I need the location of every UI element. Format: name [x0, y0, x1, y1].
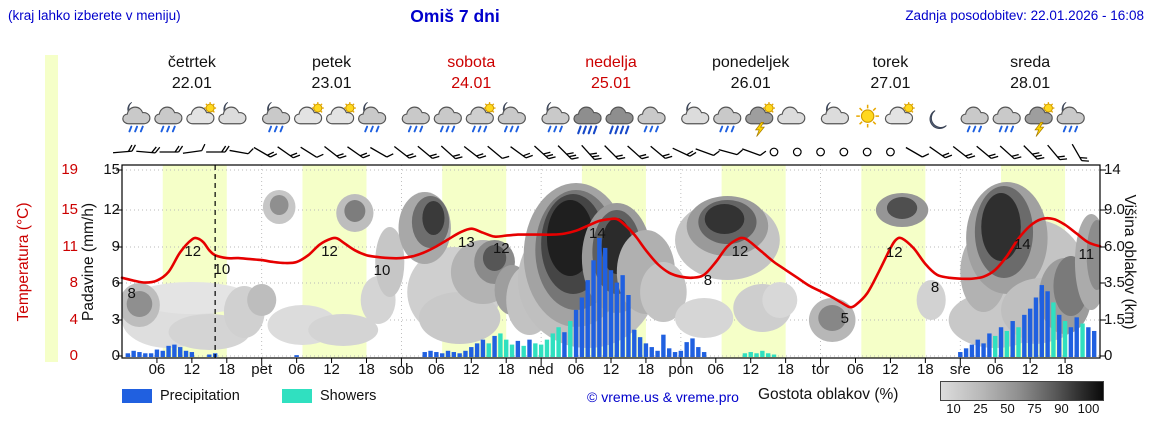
wind-barb: [695, 148, 720, 157]
wind-barb: [463, 145, 487, 159]
temperature-line: [120, 216, 1102, 309]
wind-barb: [905, 146, 930, 158]
calm-wind-circle: [816, 147, 825, 157]
weather-icons-row: [123, 102, 1084, 136]
sun-cloud-icon: [885, 102, 914, 124]
cloud-rain-icon: [714, 107, 741, 131]
rain-heavy-icon: [574, 107, 601, 133]
wind-barb: [952, 145, 976, 159]
plot-frame: [116, 164, 1106, 366]
wind-barb: [742, 148, 767, 157]
page-title: Omiš 7 dni: [410, 6, 500, 26]
cloud-rain-icon: [402, 107, 429, 131]
wind-barb: [510, 146, 533, 159]
wind-barb: [650, 145, 673, 160]
moon-rain-icon: [359, 102, 386, 131]
cloud-rain-icon: [993, 107, 1020, 131]
calm-wind-circle: [792, 147, 802, 157]
moon-cloud-icon: [219, 102, 246, 123]
precipitation-bars: [125, 237, 1097, 357]
cloud-rain-icon: [638, 107, 665, 131]
sun-thunder-icon: [746, 102, 775, 136]
menu-hint: (kraj lahko izberete v meniju): [8, 8, 181, 23]
rain-heavy-icon: [606, 107, 633, 133]
moon-rain-icon: [498, 102, 525, 131]
moon-cloud-icon: [821, 102, 848, 123]
moon-rain-icon: [542, 102, 569, 131]
showers-swatch: [282, 389, 312, 403]
wind-barb: [417, 145, 440, 160]
wind-barbs-row: [112, 143, 1089, 162]
wind-barb: [182, 143, 206, 154]
cloud-rain-icon: [961, 107, 988, 131]
wind-barb: [112, 144, 136, 154]
cloud-density-scale-bar: [940, 381, 1104, 401]
sun-cloud-icon: [295, 102, 324, 124]
sun-rain-icon: [466, 102, 495, 131]
calm-wind-circle: [886, 147, 895, 157]
wind-barb: [229, 148, 254, 155]
wind-barb: [581, 144, 602, 161]
sun-icon: [855, 103, 880, 129]
wind-barb: [718, 149, 743, 156]
wind-barb: [136, 146, 161, 154]
sun-thunder-icon: [1025, 102, 1054, 136]
wind-barb: [627, 145, 649, 160]
calm-wind-circle: [769, 147, 779, 157]
wind-barb: [1047, 144, 1068, 161]
sun-cloud-icon: [327, 102, 356, 124]
wind-barb: [347, 146, 371, 159]
wind-barb: [370, 146, 394, 158]
calm-wind-circle: [862, 147, 872, 157]
moon-rain-icon: [123, 102, 150, 131]
moon-rain-icon: [263, 102, 290, 131]
moon-icon: [930, 111, 946, 129]
wind-barb: [604, 145, 626, 160]
wind-barb: [253, 146, 278, 158]
copyright-link[interactable]: © vreme.us & vreme.pro: [587, 389, 739, 405]
wind-barb: [324, 145, 347, 159]
wind-barb: [487, 145, 510, 160]
wind-barb: [300, 146, 324, 158]
wind-barb: [999, 145, 1022, 160]
left-margin-band: [45, 55, 58, 362]
cloud-rain-icon: [155, 107, 182, 131]
cloud-layers: [122, 182, 1100, 350]
cloud-icon: [778, 107, 805, 124]
showers-legend-label: Showers: [320, 388, 377, 404]
moon-cloud-icon: [682, 102, 709, 123]
wind-barb: [534, 145, 556, 160]
wind-barb: [672, 147, 697, 157]
cloud-density-label: Gostota oblakov (%): [758, 386, 899, 403]
wind-barb: [159, 145, 184, 153]
precipitation-swatch: [122, 389, 152, 403]
wind-barb: [1023, 145, 1045, 160]
wind-barb: [1071, 143, 1089, 162]
calm-wind-circle: [839, 147, 849, 157]
wind-barb: [557, 145, 579, 160]
wind-barb: [277, 146, 301, 159]
precipitation-legend-label: Precipitation: [160, 388, 240, 404]
sun-cloud-icon: [187, 102, 216, 124]
wind-barb: [929, 146, 953, 159]
wind-barb: [206, 145, 230, 153]
last-update: Zadnja posodobitev: 22.01.2026 - 16:08: [905, 8, 1144, 23]
wind-barb: [976, 145, 999, 160]
moon-rain-icon: [1057, 102, 1084, 131]
cloud-rain-icon: [434, 107, 461, 131]
wind-barb: [393, 145, 417, 159]
wind-barb: [440, 145, 463, 160]
